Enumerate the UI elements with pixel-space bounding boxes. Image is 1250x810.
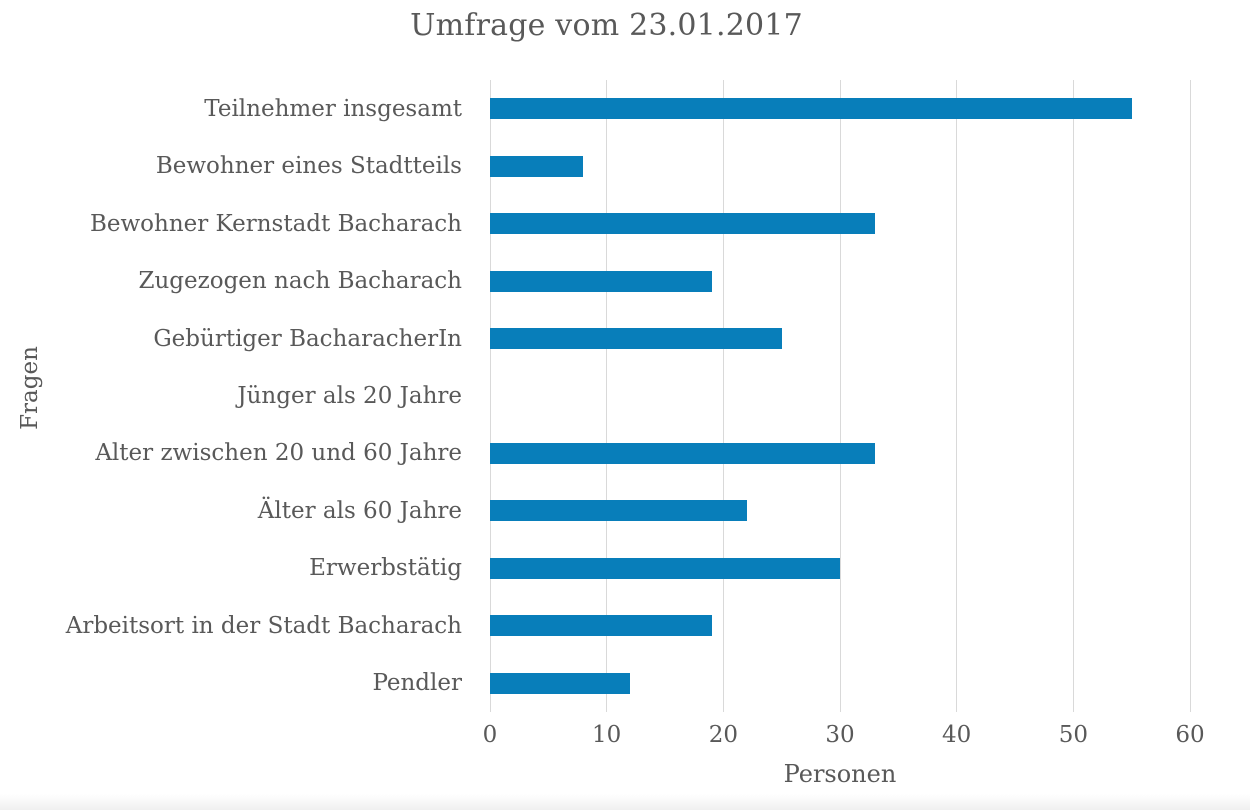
bar bbox=[490, 615, 712, 637]
x-tick-label: 30 bbox=[825, 722, 855, 748]
bar bbox=[490, 213, 875, 235]
x-tick-label: 50 bbox=[1058, 722, 1088, 748]
category-label: Teilnehmer insgesamt bbox=[204, 95, 462, 122]
category-label: Pendler bbox=[372, 670, 462, 697]
window-bottom-edge bbox=[0, 794, 1250, 810]
chart-row bbox=[490, 540, 1190, 597]
gridline bbox=[606, 80, 608, 712]
chart-row bbox=[490, 310, 1190, 367]
bar bbox=[490, 557, 840, 579]
bar bbox=[490, 98, 1132, 120]
bar bbox=[490, 500, 747, 522]
x-tick-label: 10 bbox=[592, 722, 622, 748]
x-tick-label: 60 bbox=[1175, 722, 1205, 748]
category-labels: Teilnehmer insgesamt Bewohner eines Stadt… bbox=[0, 80, 476, 712]
bar bbox=[490, 442, 875, 464]
chart-row bbox=[490, 80, 1190, 137]
bar bbox=[490, 155, 584, 177]
plot-area bbox=[489, 80, 1191, 712]
x-tick-label: 0 bbox=[482, 722, 498, 748]
bar bbox=[490, 328, 782, 350]
x-tick-label: 40 bbox=[942, 722, 972, 748]
gridline bbox=[1189, 80, 1191, 712]
bar bbox=[490, 672, 630, 694]
x-axis-title: Personen bbox=[783, 760, 897, 788]
chart-row bbox=[490, 252, 1190, 309]
gridline bbox=[956, 80, 958, 712]
gridline bbox=[1072, 80, 1074, 712]
chart-row bbox=[490, 425, 1190, 482]
x-axis-ticks: 0 10 20 30 40 50 60 bbox=[483, 722, 1205, 752]
category-label: Erwerbstätig bbox=[309, 555, 462, 582]
chart-title: Umfrage vom 23.01.2017 bbox=[410, 8, 803, 43]
category-label: Bewohner Kernstadt Bacharach bbox=[89, 210, 462, 237]
category-label: Alter zwischen 20 und 60 Jahre bbox=[95, 440, 462, 467]
gridline bbox=[722, 80, 724, 712]
category-label: Gebürtiger BacharacherIn bbox=[153, 325, 462, 352]
bar-rows bbox=[490, 80, 1190, 712]
chart-row bbox=[490, 137, 1190, 194]
category-label: Bewohner eines Stadtteils bbox=[155, 153, 462, 180]
chart-row bbox=[490, 597, 1190, 654]
gridline bbox=[489, 80, 491, 712]
bar bbox=[490, 270, 712, 292]
chart-row bbox=[490, 482, 1190, 539]
category-label: Zugezogen nach Bacharach bbox=[138, 268, 462, 295]
category-label: Arbeitsort in der Stadt Bacharach bbox=[65, 612, 462, 639]
x-tick-label: 20 bbox=[708, 722, 738, 748]
gridline bbox=[839, 80, 841, 712]
category-label: Jünger als 20 Jahre bbox=[237, 382, 462, 409]
chart-row bbox=[490, 195, 1190, 252]
chart-row bbox=[490, 367, 1190, 424]
category-label: Älter als 60 Jahre bbox=[257, 497, 462, 524]
chart-row bbox=[490, 655, 1190, 712]
